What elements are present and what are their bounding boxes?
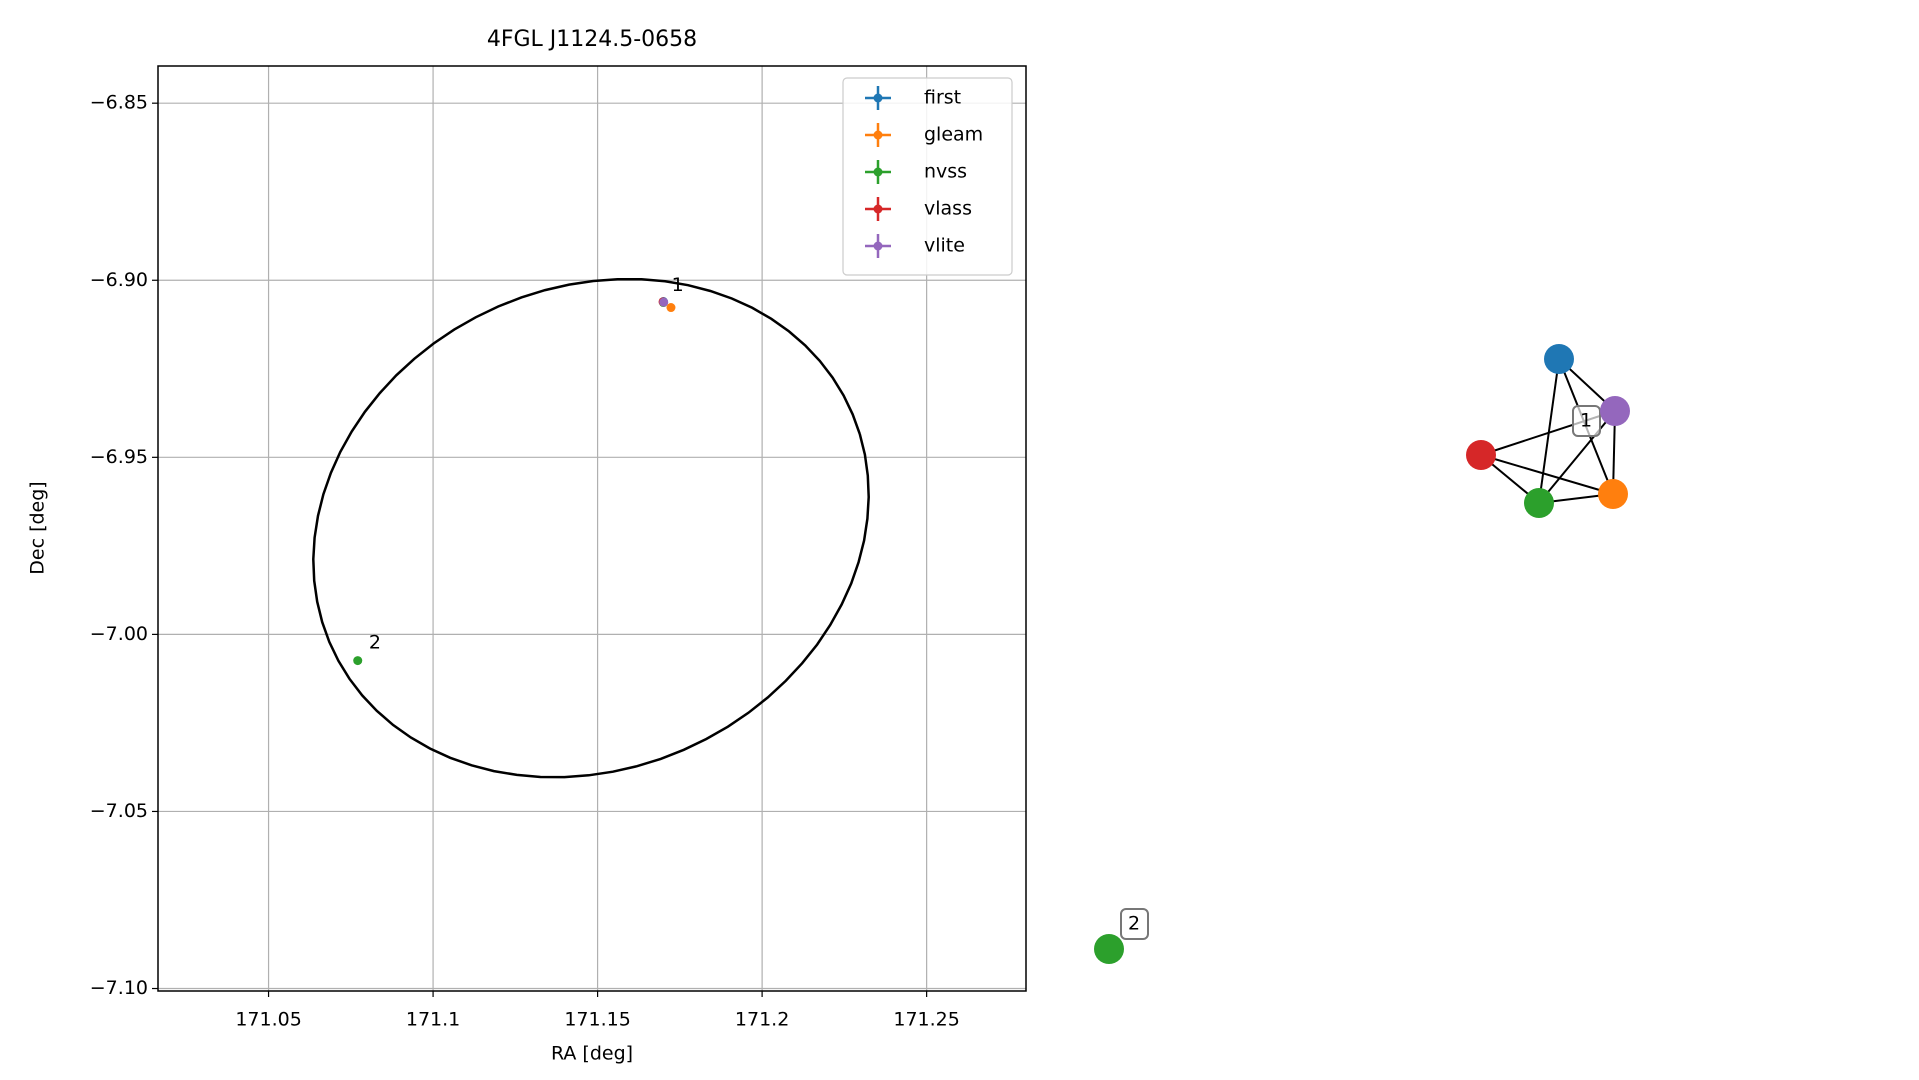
node	[1524, 488, 1554, 518]
legend-label: gleam	[924, 124, 983, 146]
edge	[1538, 358, 1560, 504]
legend-marker	[873, 93, 883, 103]
x-tick-label: 171.15	[564, 1009, 630, 1031]
legend-label: vlite	[924, 235, 965, 257]
node	[1598, 479, 1628, 509]
legend-marker	[873, 167, 883, 177]
node-label-box	[1120, 908, 1149, 940]
x-tick-label: 171.05	[235, 1009, 301, 1031]
x-tick-label: 171.1	[406, 1009, 460, 1031]
x-tick-label: 171.25	[893, 1009, 959, 1031]
network-graph: 1 2	[1094, 344, 1630, 964]
plot-area: 171.05 171.1 171.15 171.2 171.25 −6.85 −6.90 −6…	[90, 65, 1027, 1031]
data-point	[666, 303, 676, 313]
data-point	[353, 656, 363, 666]
annotation: 1	[672, 274, 684, 296]
data-point	[659, 297, 669, 307]
annotation: 2	[369, 632, 381, 654]
plot-frame	[157, 65, 1027, 992]
y-tick-label: −7.10	[90, 977, 148, 999]
legend-label: nvss	[924, 161, 967, 183]
y-tick-label: −7.00	[90, 623, 148, 645]
x-tick-label: 171.2	[735, 1009, 789, 1031]
y-tick-label: −6.85	[90, 92, 148, 114]
y-tick-label: −6.95	[90, 446, 148, 468]
node	[1600, 396, 1630, 426]
legend-box	[842, 77, 1013, 276]
x-axis-label: RA [deg]	[551, 1043, 633, 1065]
node-label: 2	[1128, 913, 1140, 935]
legend-label: vlass	[924, 198, 972, 220]
legend-marker	[873, 130, 883, 140]
chart-title: 4FGL J1124.5-0658	[487, 27, 697, 52]
node	[1544, 344, 1574, 374]
y-tick-label: −7.05	[90, 800, 148, 822]
edge	[1480, 454, 1614, 495]
edge	[1538, 410, 1616, 504]
error-ellipse	[312, 277, 870, 779]
node-label: 1	[1580, 410, 1592, 432]
node	[1466, 440, 1496, 470]
node	[1094, 934, 1124, 964]
y-axis-label: Dec [deg]	[27, 481, 49, 574]
node-label-box	[1572, 405, 1601, 437]
legend-label: first	[924, 87, 961, 109]
y-tick-label: −6.90	[90, 269, 148, 291]
legend-marker	[873, 241, 883, 251]
legend-marker	[873, 204, 883, 214]
